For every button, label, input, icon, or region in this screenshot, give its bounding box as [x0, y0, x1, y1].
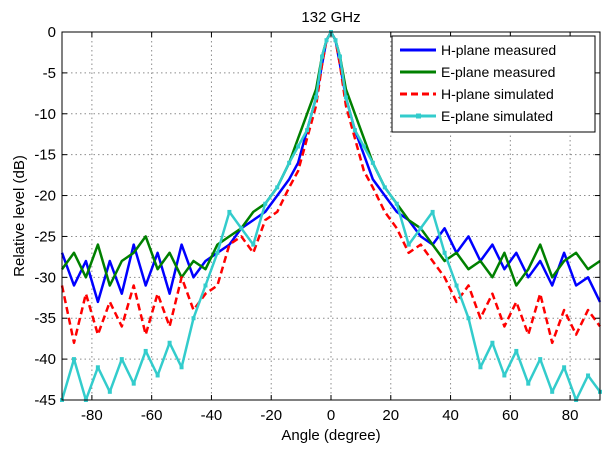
y-tick-label: -15	[34, 147, 56, 164]
series-marker-3	[296, 144, 301, 149]
series-marker-3	[418, 226, 423, 231]
series-marker-3	[526, 381, 531, 386]
series-marker-3	[586, 373, 591, 378]
y-tick-label: -40	[34, 351, 56, 368]
series-marker-3	[562, 365, 567, 370]
series-marker-3	[119, 357, 124, 362]
x-tick-label: 0	[327, 407, 335, 424]
y-tick-label: -5	[43, 65, 56, 82]
series-marker-3	[430, 209, 435, 214]
series-marker-3	[352, 128, 357, 133]
series-marker-3	[550, 389, 555, 394]
series-marker-3	[442, 250, 447, 255]
series-marker-3	[466, 316, 471, 321]
x-tick-label: -60	[141, 407, 163, 424]
y-tick-label: -30	[34, 269, 56, 286]
legend-marker-3	[416, 113, 421, 119]
series-marker-3	[131, 381, 136, 386]
y-tick-label: -25	[34, 228, 56, 245]
series-marker-3	[215, 250, 220, 255]
x-tick-label: -80	[81, 407, 103, 424]
series-marker-3	[314, 95, 319, 100]
x-tick-label: -40	[201, 407, 223, 424]
series-marker-3	[406, 242, 411, 247]
series-marker-3	[320, 54, 325, 59]
x-axis-label: Angle (degree)	[281, 427, 380, 444]
axis-ticks: -80 -60 -40 -20 0 20 40 60 80 0 -5 -10 -15 -20 -25 -30 -…	[34, 24, 600, 424]
series-marker-3	[263, 201, 268, 206]
series-marker-3	[239, 226, 244, 231]
series-marker-3	[478, 365, 483, 370]
series-marker-3	[203, 283, 208, 288]
legend-label-2: H-plane simulated	[441, 86, 554, 102]
series-marker-3	[179, 365, 184, 370]
series-marker-3	[490, 340, 495, 345]
series-marker-3	[71, 357, 76, 362]
series-marker-3	[305, 128, 310, 133]
series-marker-3	[454, 283, 459, 288]
series-marker-3	[167, 340, 172, 345]
grid	[62, 31, 600, 401]
series-marker-3	[227, 209, 232, 214]
chart-title: 132 GHz	[301, 9, 360, 26]
x-tick-label: -20	[260, 407, 282, 424]
x-tick-label: 20	[382, 407, 399, 424]
series-marker-3	[333, 38, 338, 43]
x-tick-label: 40	[442, 407, 459, 424]
y-axis-label: Relative level (dB)	[11, 155, 28, 277]
series-marker-3	[343, 95, 348, 100]
series-marker-3	[538, 357, 543, 362]
series-marker-3	[143, 348, 148, 353]
series-marker-3	[275, 185, 280, 190]
y-tick-label: -45	[34, 392, 56, 409]
y-tick-label: -20	[34, 188, 56, 205]
x-tick-label: 60	[502, 407, 519, 424]
y-tick-label: -10	[34, 106, 56, 123]
legend-label-3: E-plane simulated	[441, 108, 553, 124]
series-marker-3	[95, 365, 100, 370]
series-marker-3	[155, 373, 160, 378]
series-marker-3	[361, 144, 366, 149]
series-marker-3	[502, 373, 507, 378]
series-marker-3	[370, 160, 375, 165]
y-tick-label: 0	[48, 24, 56, 41]
series-marker-3	[251, 242, 256, 247]
series-marker-3	[191, 316, 196, 321]
series-marker-3	[394, 201, 399, 206]
y-tick-label: -35	[34, 310, 56, 327]
series-marker-3	[337, 54, 342, 59]
series-marker-3	[514, 348, 519, 353]
x-tick-label: 80	[562, 407, 579, 424]
series-marker-3	[107, 389, 112, 394]
series-marker-3	[287, 160, 292, 165]
legend: H-plane measured E-plane measured H-plane …	[391, 35, 596, 133]
series-marker-3	[382, 185, 387, 190]
legend-label-0: H-plane measured	[441, 42, 556, 58]
series-marker-3	[324, 38, 329, 43]
legend-label-1: E-plane measured	[441, 64, 555, 80]
